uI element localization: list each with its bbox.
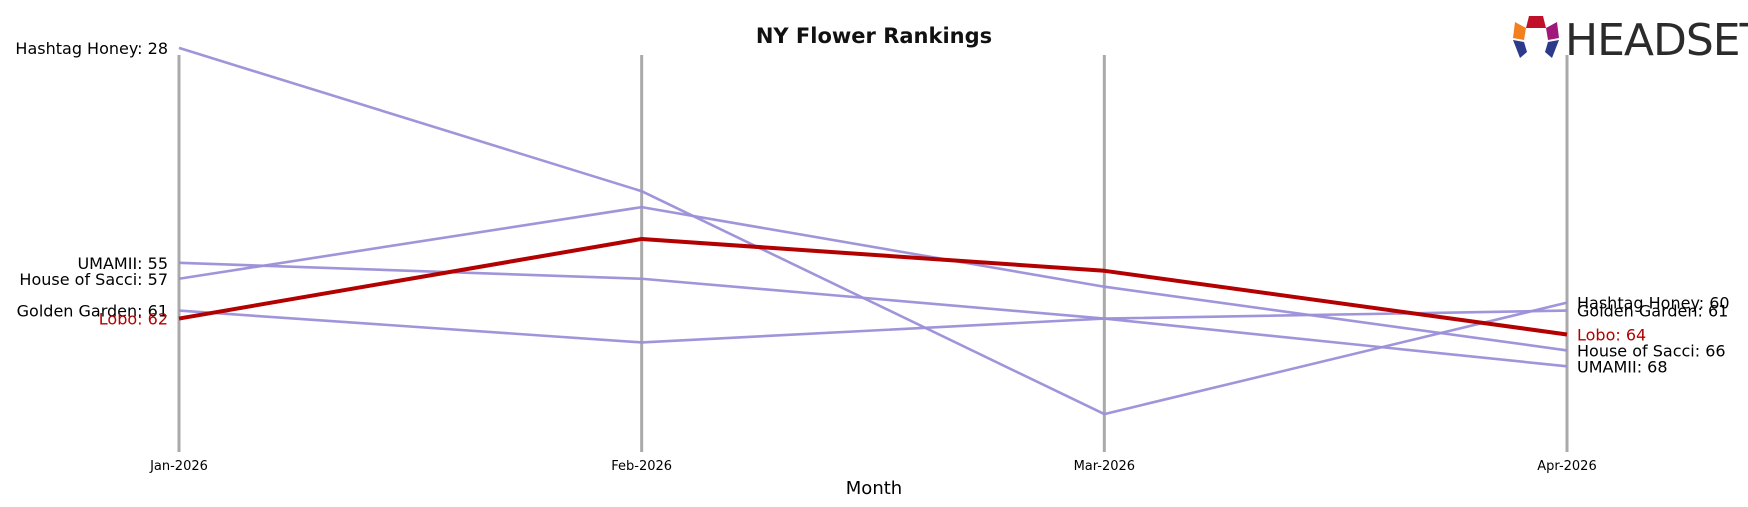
- x-tick-apr-2026: Apr-2026: [1537, 459, 1596, 474]
- x-tick-feb-2026: Feb-2026: [611, 459, 672, 474]
- x-tick-labels: Jan-2026 Feb-2026 Mar-2026 Apr-2026: [149, 459, 1597, 474]
- series-line-hashtag-honey: [178, 46, 1568, 416]
- x-tick-mar-2026: Mar-2026: [1074, 459, 1135, 474]
- series-line-golden-garden: [178, 309, 1568, 344]
- end-label: Hashtag Honey: 60: [1577, 294, 1730, 313]
- start-label: UMAMII: 55: [77, 254, 168, 273]
- end-label: Lobo: 64: [1577, 325, 1646, 344]
- chart-title: NY Flower Rankings: [756, 24, 992, 48]
- series-line-umamii: [178, 261, 1568, 368]
- series-line-house-of-sacci: [178, 205, 1568, 352]
- series-line-lobo: [178, 236, 1568, 337]
- vertical-gridlines: [177, 55, 1569, 452]
- headset-logo-icon: [1513, 16, 1559, 58]
- start-label: Lobo: 62: [99, 310, 168, 329]
- logo-wordmark: HEADSET: [1565, 15, 1748, 66]
- x-axis-label: Month: [846, 478, 902, 499]
- start-label: House of Sacci: 57: [19, 270, 168, 289]
- start-label: Golden Garden: 61: [17, 302, 168, 321]
- x-tick-jan-2026: Jan-2026: [149, 459, 208, 474]
- end-label: Golden Garden: 61: [1577, 302, 1728, 321]
- headset-logo: HEADSET: [1513, 15, 1748, 66]
- end-label: House of Sacci: 66: [1577, 341, 1726, 360]
- series-lines: [178, 46, 1568, 416]
- end-label: UMAMII: 68: [1577, 357, 1668, 376]
- start-label: Hashtag Honey: 28: [15, 39, 168, 58]
